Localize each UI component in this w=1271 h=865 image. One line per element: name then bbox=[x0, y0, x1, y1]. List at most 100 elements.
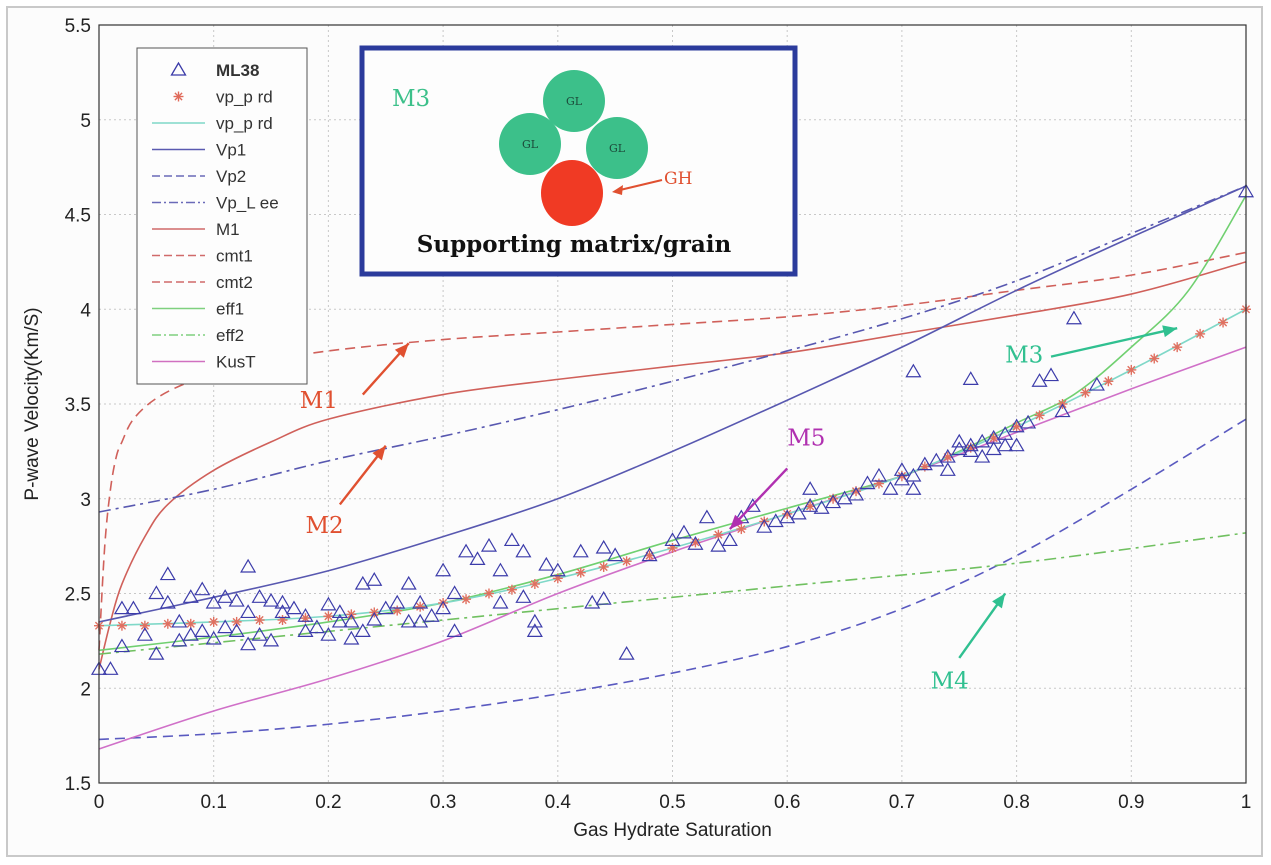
inset-supporting-matrix: M3 GL GL GL GH Supporting matrix/grain bbox=[359, 45, 798, 277]
annotation-m3: M3 bbox=[1005, 342, 1043, 368]
ml38-point bbox=[354, 623, 371, 638]
ml38-point bbox=[1042, 367, 1060, 382]
grain-top bbox=[543, 70, 605, 132]
star-point bbox=[1218, 317, 1229, 328]
ml38-point bbox=[377, 600, 394, 615]
star-point bbox=[277, 615, 288, 626]
curve-cmt2 bbox=[98, 261, 1247, 670]
ml38-point bbox=[1008, 437, 1025, 452]
ml38-point bbox=[802, 498, 819, 512]
annotation-m2: M2 bbox=[305, 513, 343, 539]
x-tick-label: 0 bbox=[94, 792, 105, 813]
y-tick-label: 5 bbox=[80, 111, 91, 132]
ml38-point bbox=[320, 626, 337, 641]
annotation-arrow-line bbox=[1050, 327, 1178, 358]
legend-label: cmt2 bbox=[216, 273, 253, 292]
grain-label-right: GL bbox=[609, 142, 626, 155]
ml38-point bbox=[790, 505, 807, 520]
legend-label: cmt1 bbox=[216, 247, 253, 266]
ml38-point bbox=[939, 462, 956, 476]
ml38-point bbox=[641, 547, 658, 562]
x-tick-label: 0.7 bbox=[889, 792, 915, 813]
ml38-point bbox=[492, 594, 509, 609]
grain-label-top: GL bbox=[566, 95, 583, 108]
ml38-point bbox=[159, 594, 176, 609]
tick-labels: 0 0.1 0.2 0.3 0.4 0.5 0.6 0.7 0.8 0.9 1 1.5 2 2.5 3 3.5… bbox=[65, 16, 1252, 813]
annotation-arrowhead bbox=[729, 514, 744, 530]
curve-VpLee bbox=[98, 185, 1247, 513]
ml38-point bbox=[412, 613, 429, 628]
ml38-point bbox=[102, 661, 119, 675]
ml38-point bbox=[113, 600, 130, 615]
star-point bbox=[506, 584, 517, 595]
ml38-point bbox=[974, 448, 991, 463]
star-point bbox=[873, 478, 884, 489]
y-tick-label: 2.5 bbox=[65, 585, 91, 606]
ml38-point bbox=[274, 594, 291, 609]
ml38-point bbox=[939, 448, 956, 463]
inset-model-label: M3 bbox=[392, 86, 430, 112]
ml38-point bbox=[595, 539, 612, 554]
ml38-point bbox=[423, 608, 440, 622]
y-axis-label: P-wave Velocity(Km/S) bbox=[22, 307, 43, 500]
ml38-point bbox=[400, 575, 417, 590]
axes-box bbox=[98, 24, 1247, 784]
annotation-arrowhead bbox=[394, 343, 409, 358]
ml38-point bbox=[767, 513, 784, 528]
x-tick-label: 0.3 bbox=[430, 792, 456, 813]
star-point bbox=[1103, 376, 1114, 387]
x-tick-label: 0.8 bbox=[1003, 792, 1029, 813]
ml38-point bbox=[446, 585, 463, 600]
star-point bbox=[1080, 387, 1091, 398]
star-point bbox=[1172, 342, 1183, 353]
ml38-point bbox=[744, 498, 761, 512]
ml38-point bbox=[515, 589, 532, 603]
ml38-point bbox=[538, 556, 555, 571]
y-tick-label: 3.5 bbox=[65, 395, 91, 416]
ml38-point bbox=[240, 636, 257, 651]
hydrate-label: GH bbox=[664, 169, 692, 189]
ml38-point bbox=[985, 441, 1002, 456]
ml38-point bbox=[825, 494, 842, 509]
ml38-point bbox=[756, 518, 773, 533]
ml38-point bbox=[308, 619, 325, 634]
ml38-point bbox=[320, 596, 337, 611]
ml38-point bbox=[1065, 310, 1082, 325]
ml38-point bbox=[297, 608, 314, 622]
star-point bbox=[736, 524, 747, 535]
ml38-point bbox=[366, 572, 383, 586]
legend-item: Vp1 bbox=[152, 141, 246, 160]
y-tick-label: 2 bbox=[80, 679, 91, 700]
ml38-point bbox=[893, 462, 910, 476]
legend-label: eff1 bbox=[216, 300, 244, 319]
ml38-point bbox=[171, 613, 188, 628]
inset-caption: Supporting matrix/grain bbox=[417, 231, 732, 258]
hydrate-pointer-arrowhead bbox=[612, 185, 623, 195]
ml38-point bbox=[263, 632, 280, 647]
annotation-m5: M5 bbox=[787, 426, 825, 452]
legend-label: vp_p rd bbox=[216, 114, 273, 133]
annotation-arrowhead bbox=[372, 445, 386, 461]
y-tick-label: 5.5 bbox=[65, 16, 91, 37]
star-point bbox=[667, 543, 678, 554]
ml38-point bbox=[1020, 414, 1037, 429]
ml38-point bbox=[1088, 376, 1105, 391]
ml38-point bbox=[698, 509, 715, 524]
star-point bbox=[208, 616, 219, 627]
x-axis-label: Gas Hydrate Saturation bbox=[573, 820, 772, 841]
ml38-point bbox=[882, 481, 899, 495]
ml38-point bbox=[962, 437, 979, 452]
ml38-point bbox=[228, 592, 245, 607]
ml38-point bbox=[469, 551, 486, 565]
ml38-point bbox=[572, 543, 589, 558]
ml38-point bbox=[526, 613, 543, 628]
ml38-point bbox=[870, 467, 888, 482]
ml38-point bbox=[951, 441, 968, 456]
star-point bbox=[1195, 328, 1206, 339]
ml38-point bbox=[549, 562, 566, 577]
ml38-point bbox=[113, 638, 130, 653]
x-tick-label: 0.5 bbox=[659, 792, 685, 813]
ml38-point bbox=[240, 604, 257, 619]
ml38-point bbox=[905, 363, 922, 378]
